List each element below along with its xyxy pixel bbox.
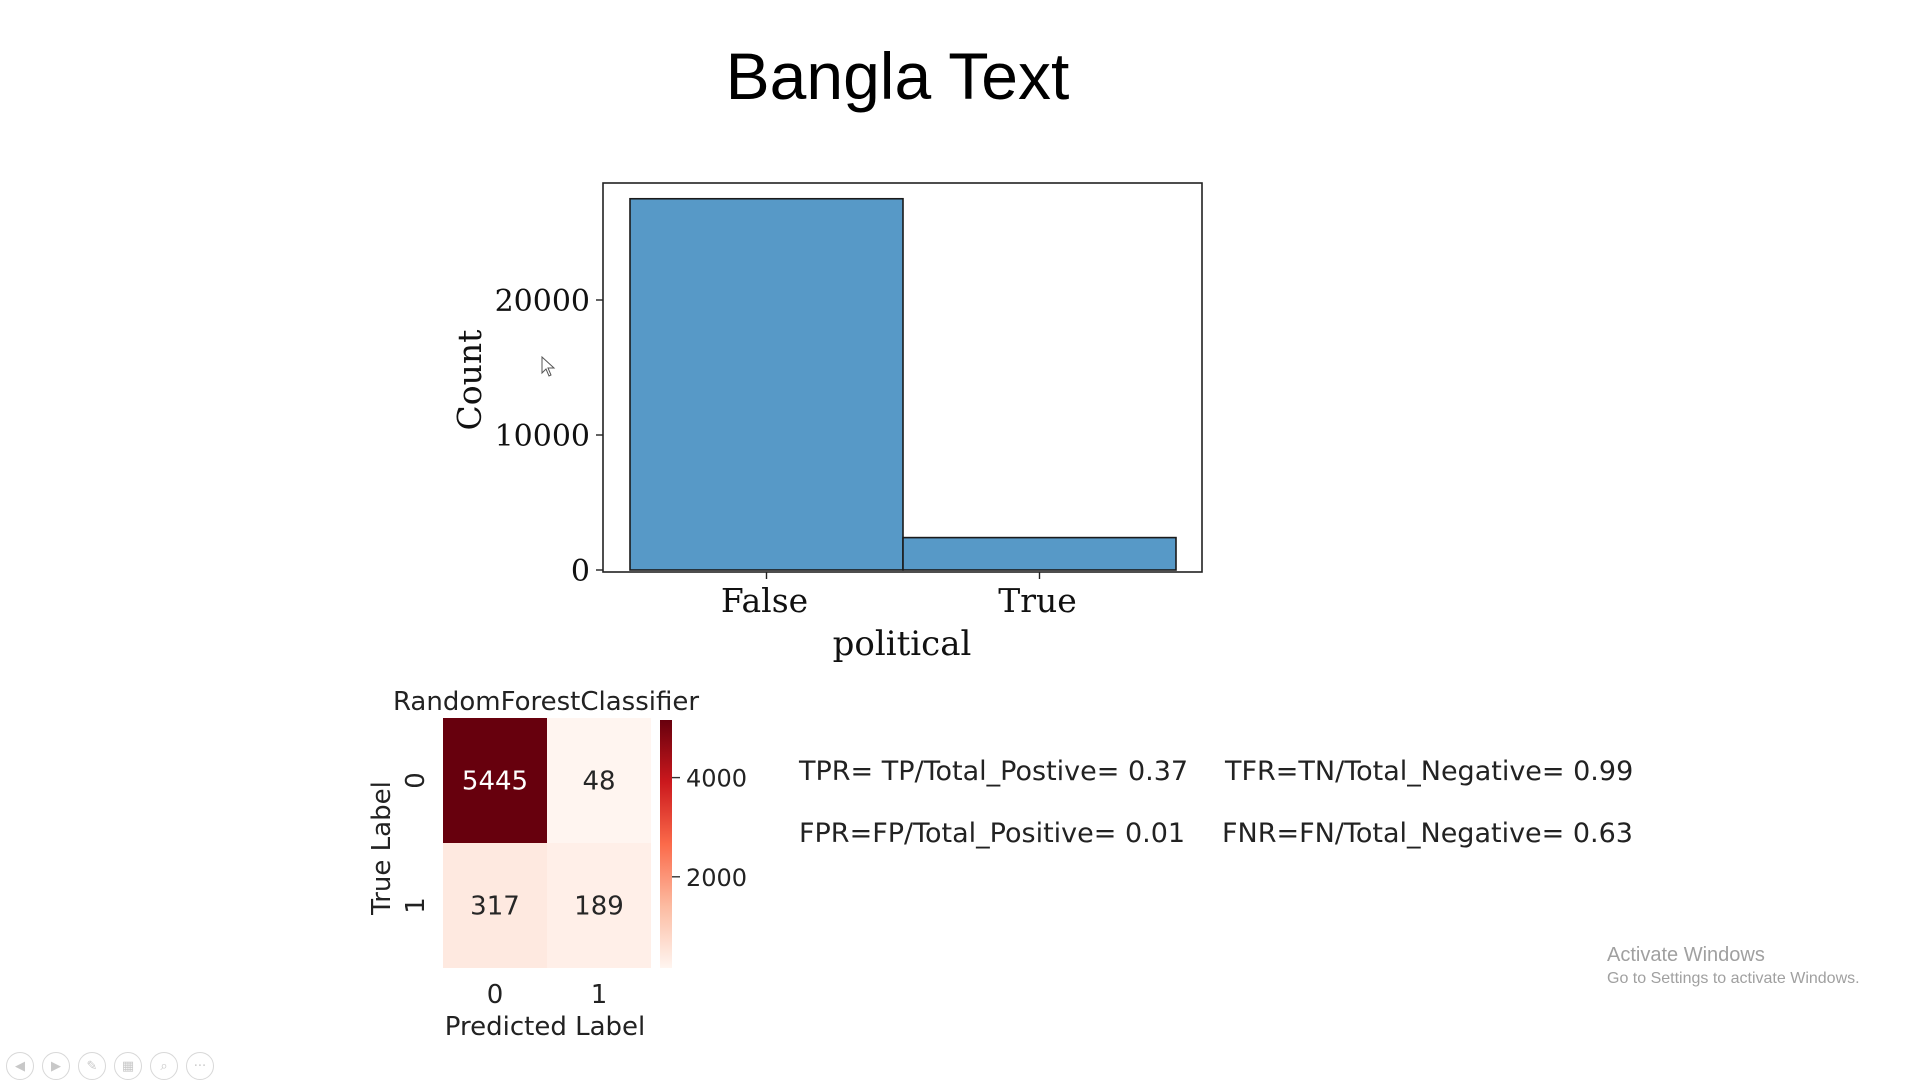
- y-tick-label: 0: [571, 554, 590, 589]
- heatmap-cell-value: 189: [574, 892, 624, 922]
- heatmap-cell-value: 317: [470, 892, 520, 922]
- bar-chart: 0 10000 20000 False True political Count: [450, 182, 1203, 664]
- heatmap-x-tick-label: 0: [487, 980, 504, 1010]
- activate-windows-title: Activate Windows: [1607, 944, 1765, 966]
- mouse-cursor-icon: [541, 356, 556, 377]
- confusion-matrix-colorbar: [660, 720, 672, 968]
- heatmap-cell: [443, 843, 547, 968]
- confusion-matrix-title: RandomForestClassifier: [393, 687, 699, 717]
- bar-true: [902, 536, 1177, 571]
- heatmap-y-tick-label: 1: [401, 897, 431, 914]
- x-tick-label: True: [998, 581, 1077, 620]
- colorbar-tick-label: 2000: [686, 864, 747, 892]
- slide-title: Bangla Text: [725, 39, 1070, 113]
- confusion-matrix-cells: 5445 48 317 189: [443, 718, 651, 968]
- bar-false: [629, 197, 904, 571]
- tfr-metric: TFR=TN/Total_Negative= 0.99: [1225, 756, 1634, 787]
- heatmap-x-tick-label: 1: [591, 980, 608, 1010]
- heatmap-y-tick-label: 0: [401, 772, 431, 789]
- previous-slide-button[interactable]: ◀: [6, 1052, 34, 1080]
- bar-chart-y-axis-label: Count: [450, 330, 489, 431]
- zoom-button[interactable]: ⌕: [150, 1052, 178, 1080]
- see-all-slides-button[interactable]: ▦: [114, 1052, 142, 1080]
- y-tick-label: 20000: [495, 284, 590, 319]
- colorbar-tick-label: 4000: [686, 765, 747, 793]
- activate-windows-subtitle: Go to Settings to activate Windows.: [1607, 970, 1860, 987]
- confusion-matrix-y-ticks: 01: [401, 772, 431, 914]
- confusion-matrix-x-axis-label: Predicted Label: [445, 1012, 645, 1042]
- confusion-matrix-y-axis-label: True Label: [367, 781, 397, 916]
- bar-chart-x-axis-label: political: [833, 624, 972, 664]
- heatmap-cell: [547, 718, 651, 843]
- heatmap-cell: [443, 718, 547, 843]
- bar-chart-x-ticks: False True: [721, 572, 1077, 620]
- heatmap-cell-value: 5445: [462, 767, 528, 797]
- x-tick-label: False: [721, 581, 808, 620]
- bar-chart-bars: [629, 197, 1177, 571]
- heatmap-cell-value: 48: [582, 767, 615, 797]
- heatmap-cell: [547, 843, 651, 968]
- pen-button[interactable]: ✎: [78, 1052, 106, 1080]
- bar-chart-frame: [602, 182, 1203, 573]
- bar-chart-y-ticks: 0 10000 20000: [495, 284, 603, 589]
- tpr-metric: TPR= TP/Total_Postive= 0.37: [799, 756, 1189, 787]
- slideshow-toolbar: ◀ ▶ ✎ ▦ ⌕ ···: [6, 1052, 214, 1080]
- more-options-button[interactable]: ···: [186, 1052, 214, 1080]
- y-tick-label: 10000: [495, 419, 590, 454]
- next-slide-button[interactable]: ▶: [42, 1052, 70, 1080]
- colorbar-ticks: 4000 2000: [672, 765, 747, 892]
- fpr-metric: FPR=FP/Total_Positive= 0.01: [799, 818, 1186, 849]
- fnr-metric: FNR=FN/Total_Negative= 0.63: [1222, 818, 1633, 849]
